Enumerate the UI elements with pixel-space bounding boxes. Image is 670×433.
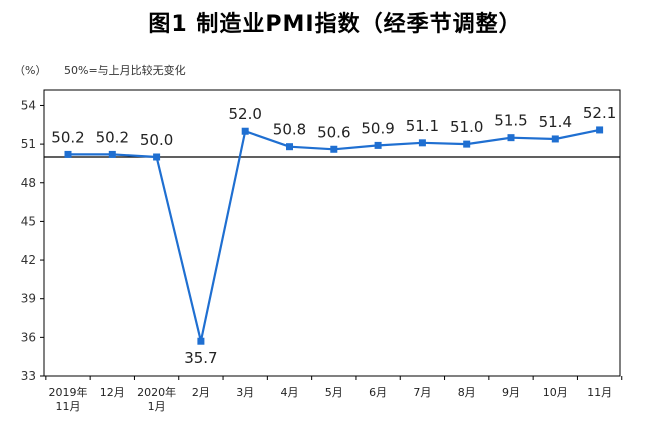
data-label: 52.1: [583, 104, 616, 122]
data-label: 51.5: [494, 112, 527, 130]
x-tick-label: 11月: [56, 400, 81, 413]
data-point-marker: [286, 143, 293, 151]
plot-frame: [43, 89, 621, 377]
data-point-marker: [241, 127, 249, 135]
y-tick-label: 39: [21, 292, 36, 306]
x-tick-label: 5月: [325, 386, 343, 399]
baseline-note: 50%=与上月比较无变化: [64, 64, 186, 77]
data-point-marker: [551, 135, 559, 143]
data-label: 50.6: [317, 123, 350, 141]
chart-title: 图1 制造业PMI指数（经季节调整）: [148, 12, 522, 37]
x-tick-label: 11月: [587, 386, 612, 399]
data-point-marker: [108, 150, 116, 158]
y-tick-label: 33: [21, 369, 36, 383]
x-tick-label: 4月: [281, 386, 299, 399]
data-label: 50.8: [273, 121, 306, 139]
x-tick-label: 2020年: [137, 385, 176, 399]
x-tick-label: 3月: [236, 386, 254, 399]
data-point-marker: [374, 141, 382, 149]
x-tick-label: 1月: [148, 400, 166, 413]
pmi-series-line: [68, 128, 600, 343]
data-point-marker: [596, 126, 604, 134]
data-label: 50.9: [361, 119, 394, 137]
data-point-marker: [507, 134, 515, 142]
y-tick-label: 48: [21, 176, 36, 190]
y-unit-label: （%）: [14, 64, 47, 77]
data-point-marker: [197, 337, 205, 345]
x-tick-label: 2019年: [49, 385, 88, 399]
data-point-marker: [463, 140, 471, 148]
data-point-marker: [153, 153, 161, 161]
data-label: 50.2: [96, 128, 129, 146]
data-label: 50.0: [140, 131, 173, 149]
data-label: 51.0: [450, 118, 483, 136]
x-tick-label: 8月: [458, 386, 476, 399]
x-tick-label: 9月: [502, 386, 520, 399]
data-point-marker: [418, 139, 426, 147]
data-label: 51.1: [406, 117, 439, 135]
x-tick-label: 7月: [413, 386, 431, 399]
y-tick-label: 54: [21, 98, 36, 112]
data-label: 35.7: [184, 349, 217, 367]
data-label: 50.2: [51, 128, 84, 146]
y-tick-label: 45: [21, 214, 36, 228]
data-point-marker: [330, 145, 338, 153]
data-label: 51.4: [539, 113, 572, 131]
x-tick-label: 2月: [192, 386, 210, 399]
data-point-marker: [64, 150, 72, 158]
data-label: 52.0: [228, 105, 261, 123]
y-tick-label: 36: [21, 330, 36, 344]
y-tick-label: 51: [21, 137, 36, 151]
x-tick-label: 10月: [543, 386, 568, 399]
x-tick-label: 6月: [369, 386, 387, 399]
x-tick-label: 12月: [100, 386, 125, 399]
y-tick-label: 42: [21, 253, 36, 267]
